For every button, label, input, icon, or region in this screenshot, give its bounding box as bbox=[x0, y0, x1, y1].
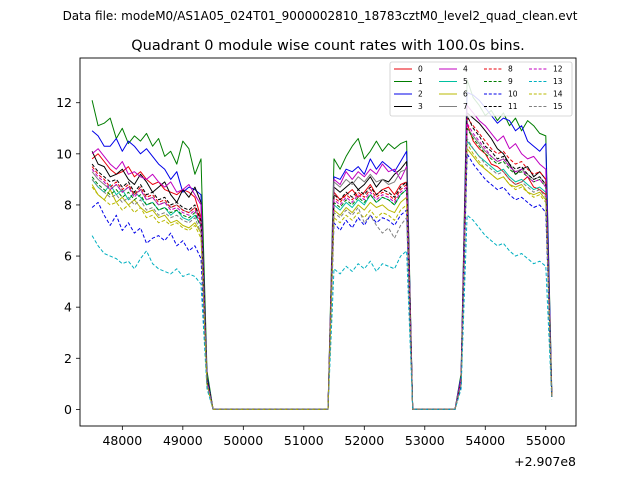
series-line-11 bbox=[91, 115, 553, 410]
legend-label-5: 5 bbox=[463, 77, 468, 86]
x-offset-label: +2.907e8 bbox=[514, 454, 576, 469]
series-line-8 bbox=[91, 117, 553, 410]
x-tick-label: 50000 bbox=[223, 433, 263, 448]
legend-label-12: 12 bbox=[553, 65, 563, 74]
legend-label-3: 3 bbox=[418, 102, 423, 111]
y-tick-label: 10 bbox=[56, 146, 72, 161]
legend-box bbox=[389, 61, 573, 117]
x-tick-label: 55000 bbox=[526, 433, 566, 448]
legend-label-6: 6 bbox=[463, 90, 468, 99]
legend-label-4: 4 bbox=[463, 65, 468, 74]
plot-frame bbox=[79, 57, 577, 427]
y-tick-label: 2 bbox=[64, 351, 72, 366]
legend-label-1: 1 bbox=[418, 77, 423, 86]
legend-label-13: 13 bbox=[553, 77, 563, 86]
y-tick-label: 4 bbox=[64, 300, 72, 315]
x-tick-label: 49000 bbox=[163, 433, 203, 448]
y-tick-label: 6 bbox=[64, 249, 72, 264]
legend-label-15: 15 bbox=[553, 102, 563, 111]
x-tick-label: 53000 bbox=[405, 433, 445, 448]
x-tick-label: 54000 bbox=[465, 433, 505, 448]
y-tick-label: 8 bbox=[64, 197, 72, 212]
legend-label-10: 10 bbox=[508, 90, 518, 99]
legend-label-14: 14 bbox=[553, 90, 563, 99]
y-tick-label: 0 bbox=[64, 402, 72, 417]
legend-label-9: 9 bbox=[508, 77, 513, 86]
legend-label-7: 7 bbox=[463, 102, 468, 111]
legend-label-2: 2 bbox=[418, 90, 423, 99]
x-tick-label: 48000 bbox=[102, 433, 142, 448]
legend-label-0: 0 bbox=[418, 65, 423, 74]
series-line-15 bbox=[91, 138, 553, 410]
x-tick-label: 51000 bbox=[284, 433, 324, 448]
series-line-14 bbox=[91, 143, 553, 410]
chart-title: Quadrant 0 module wise count rates with … bbox=[131, 38, 525, 54]
plot-series bbox=[91, 79, 553, 410]
axes-ticks: 48000 49000 50000 51000 52000 53000 54000 55000… bbox=[56, 95, 566, 448]
y-tick-label: 12 bbox=[56, 95, 72, 110]
legend-label-11: 11 bbox=[508, 102, 518, 111]
x-tick-label: 52000 bbox=[344, 433, 384, 448]
figure-suptitle: Data file: modeM0/AS1A05_024T01_90000028… bbox=[63, 9, 578, 23]
legend-label-8: 8 bbox=[508, 65, 513, 74]
